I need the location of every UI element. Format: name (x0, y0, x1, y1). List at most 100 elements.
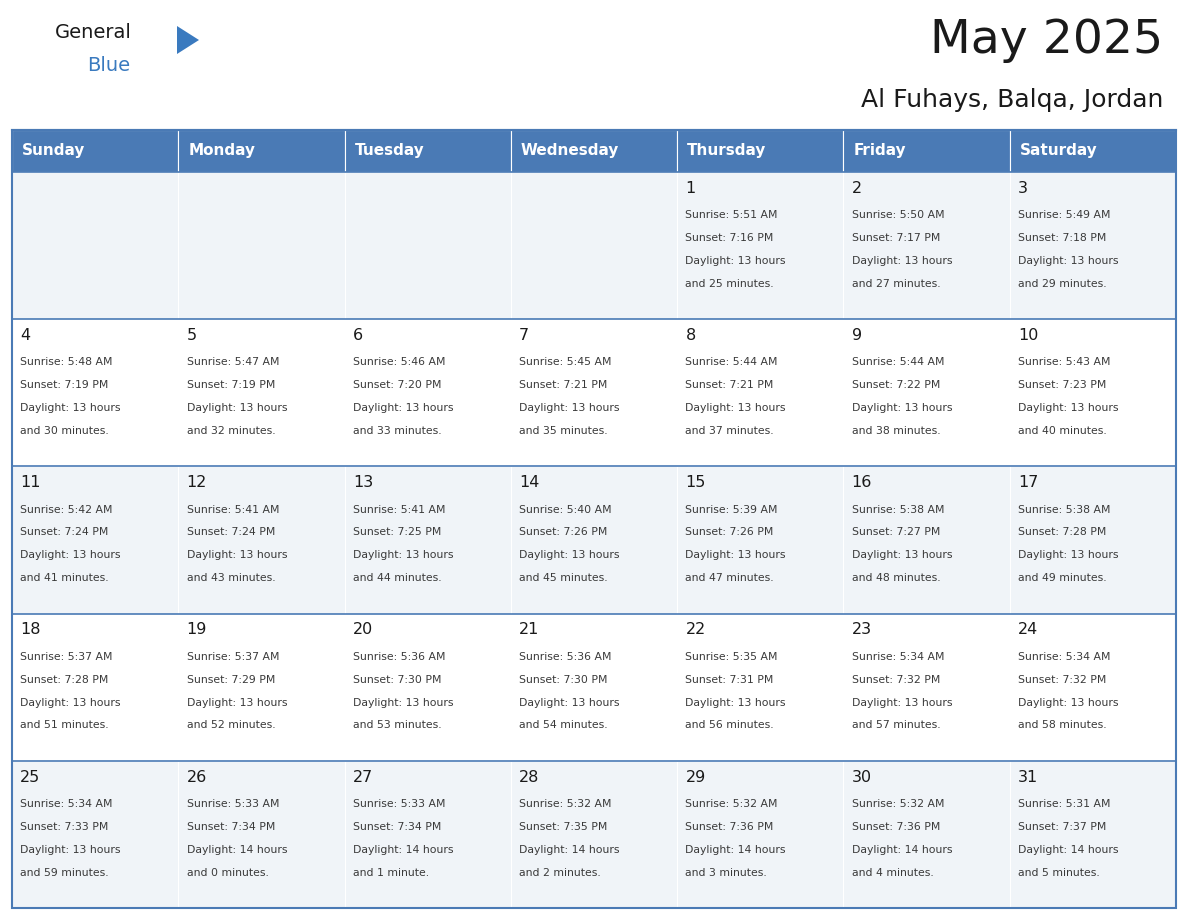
Text: Sunrise: 5:37 AM: Sunrise: 5:37 AM (187, 652, 279, 662)
Text: Daylight: 13 hours: Daylight: 13 hours (1018, 256, 1119, 266)
Text: and 27 minutes.: and 27 minutes. (852, 279, 941, 289)
Text: Daylight: 13 hours: Daylight: 13 hours (20, 698, 121, 708)
Text: and 35 minutes.: and 35 minutes. (519, 426, 608, 436)
Text: and 29 minutes.: and 29 minutes. (1018, 279, 1107, 289)
Text: 18: 18 (20, 622, 40, 637)
Text: 29: 29 (685, 769, 706, 785)
Bar (12, 172, 178, 319)
Text: Daylight: 13 hours: Daylight: 13 hours (1018, 403, 1119, 413)
Text: and 33 minutes.: and 33 minutes. (353, 426, 442, 436)
Text: Sunrise: 5:45 AM: Sunrise: 5:45 AM (519, 357, 612, 367)
Text: Daylight: 13 hours: Daylight: 13 hours (187, 698, 287, 708)
Text: Blue: Blue (87, 56, 131, 75)
Bar (677, 761, 843, 908)
Text: and 47 minutes.: and 47 minutes. (685, 573, 775, 583)
Text: Tuesday: Tuesday (354, 143, 424, 159)
Text: and 25 minutes.: and 25 minutes. (685, 279, 775, 289)
Text: 20: 20 (353, 622, 373, 637)
Bar (1010, 172, 1176, 319)
Bar (677, 613, 843, 761)
Text: 23: 23 (852, 622, 872, 637)
Text: 19: 19 (187, 622, 207, 637)
Text: and 53 minutes.: and 53 minutes. (353, 721, 442, 731)
Text: Daylight: 13 hours: Daylight: 13 hours (685, 256, 786, 266)
Text: Sunrise: 5:37 AM: Sunrise: 5:37 AM (20, 652, 113, 662)
Text: 17: 17 (1018, 476, 1038, 490)
Bar (1010, 130, 1176, 172)
Bar (677, 172, 843, 319)
Text: Sunset: 7:31 PM: Sunset: 7:31 PM (685, 675, 773, 685)
Text: and 43 minutes.: and 43 minutes. (187, 573, 276, 583)
Text: 25: 25 (20, 769, 40, 785)
Text: and 54 minutes.: and 54 minutes. (519, 721, 608, 731)
Text: and 0 minutes.: and 0 minutes. (187, 868, 268, 878)
Text: 15: 15 (685, 476, 706, 490)
Text: Daylight: 13 hours: Daylight: 13 hours (1018, 698, 1119, 708)
Text: and 52 minutes.: and 52 minutes. (187, 721, 276, 731)
Text: Sunset: 7:30 PM: Sunset: 7:30 PM (519, 675, 608, 685)
Text: Daylight: 14 hours: Daylight: 14 hours (1018, 845, 1119, 855)
Text: and 5 minutes.: and 5 minutes. (1018, 868, 1100, 878)
Bar (843, 319, 1010, 466)
Text: and 58 minutes.: and 58 minutes. (1018, 721, 1107, 731)
Bar (511, 130, 677, 172)
Text: and 1 minute.: and 1 minute. (353, 868, 429, 878)
Text: Sunset: 7:21 PM: Sunset: 7:21 PM (519, 380, 607, 390)
Bar (178, 613, 345, 761)
Bar (511, 613, 677, 761)
Text: Sunrise: 5:36 AM: Sunrise: 5:36 AM (353, 652, 446, 662)
Bar (511, 761, 677, 908)
Text: and 40 minutes.: and 40 minutes. (1018, 426, 1107, 436)
Text: Sunset: 7:25 PM: Sunset: 7:25 PM (353, 528, 441, 537)
Text: Sunrise: 5:36 AM: Sunrise: 5:36 AM (519, 652, 612, 662)
Bar (511, 319, 677, 466)
Bar (178, 172, 345, 319)
Text: Daylight: 13 hours: Daylight: 13 hours (353, 550, 454, 560)
Text: Daylight: 14 hours: Daylight: 14 hours (685, 845, 786, 855)
Bar (12, 466, 178, 613)
Text: Sunset: 7:36 PM: Sunset: 7:36 PM (852, 822, 940, 832)
Text: Daylight: 14 hours: Daylight: 14 hours (519, 845, 620, 855)
Bar (843, 130, 1010, 172)
Text: Daylight: 13 hours: Daylight: 13 hours (187, 550, 287, 560)
Text: Sunset: 7:18 PM: Sunset: 7:18 PM (1018, 233, 1106, 243)
Text: Sunrise: 5:42 AM: Sunrise: 5:42 AM (20, 505, 113, 515)
Text: Sunrise: 5:50 AM: Sunrise: 5:50 AM (852, 210, 944, 220)
Text: Sunrise: 5:49 AM: Sunrise: 5:49 AM (1018, 210, 1111, 220)
Text: Sunset: 7:21 PM: Sunset: 7:21 PM (685, 380, 773, 390)
Bar (345, 172, 511, 319)
Text: 8: 8 (685, 328, 696, 343)
Text: Sunrise: 5:34 AM: Sunrise: 5:34 AM (1018, 652, 1111, 662)
Text: 21: 21 (519, 622, 539, 637)
Text: and 49 minutes.: and 49 minutes. (1018, 573, 1107, 583)
Text: Sunrise: 5:47 AM: Sunrise: 5:47 AM (187, 357, 279, 367)
Bar (345, 761, 511, 908)
Text: Sunrise: 5:41 AM: Sunrise: 5:41 AM (187, 505, 279, 515)
Text: and 59 minutes.: and 59 minutes. (20, 868, 109, 878)
Text: Daylight: 14 hours: Daylight: 14 hours (187, 845, 287, 855)
Text: and 37 minutes.: and 37 minutes. (685, 426, 775, 436)
Text: Sunrise: 5:33 AM: Sunrise: 5:33 AM (353, 799, 446, 809)
Text: Sunset: 7:19 PM: Sunset: 7:19 PM (187, 380, 274, 390)
Bar (12, 613, 178, 761)
Text: Sunrise: 5:51 AM: Sunrise: 5:51 AM (685, 210, 778, 220)
Text: and 56 minutes.: and 56 minutes. (685, 721, 775, 731)
Text: and 44 minutes.: and 44 minutes. (353, 573, 442, 583)
Text: Sunset: 7:37 PM: Sunset: 7:37 PM (1018, 822, 1106, 832)
Text: Sunday: Sunday (21, 143, 86, 159)
Text: Daylight: 13 hours: Daylight: 13 hours (852, 403, 953, 413)
Bar (12, 761, 178, 908)
Bar (345, 319, 511, 466)
Bar (178, 761, 345, 908)
Text: Sunrise: 5:32 AM: Sunrise: 5:32 AM (519, 799, 612, 809)
Text: Sunset: 7:17 PM: Sunset: 7:17 PM (852, 233, 940, 243)
Text: Al Fuhays, Balqa, Jordan: Al Fuhays, Balqa, Jordan (860, 88, 1163, 112)
Text: Sunset: 7:33 PM: Sunset: 7:33 PM (20, 822, 108, 832)
Text: Daylight: 13 hours: Daylight: 13 hours (20, 403, 121, 413)
Bar (843, 172, 1010, 319)
Text: Sunset: 7:26 PM: Sunset: 7:26 PM (685, 528, 773, 537)
Text: Sunset: 7:22 PM: Sunset: 7:22 PM (852, 380, 940, 390)
Text: Sunset: 7:34 PM: Sunset: 7:34 PM (187, 822, 274, 832)
Text: Sunset: 7:26 PM: Sunset: 7:26 PM (519, 528, 607, 537)
Text: and 2 minutes.: and 2 minutes. (519, 868, 601, 878)
